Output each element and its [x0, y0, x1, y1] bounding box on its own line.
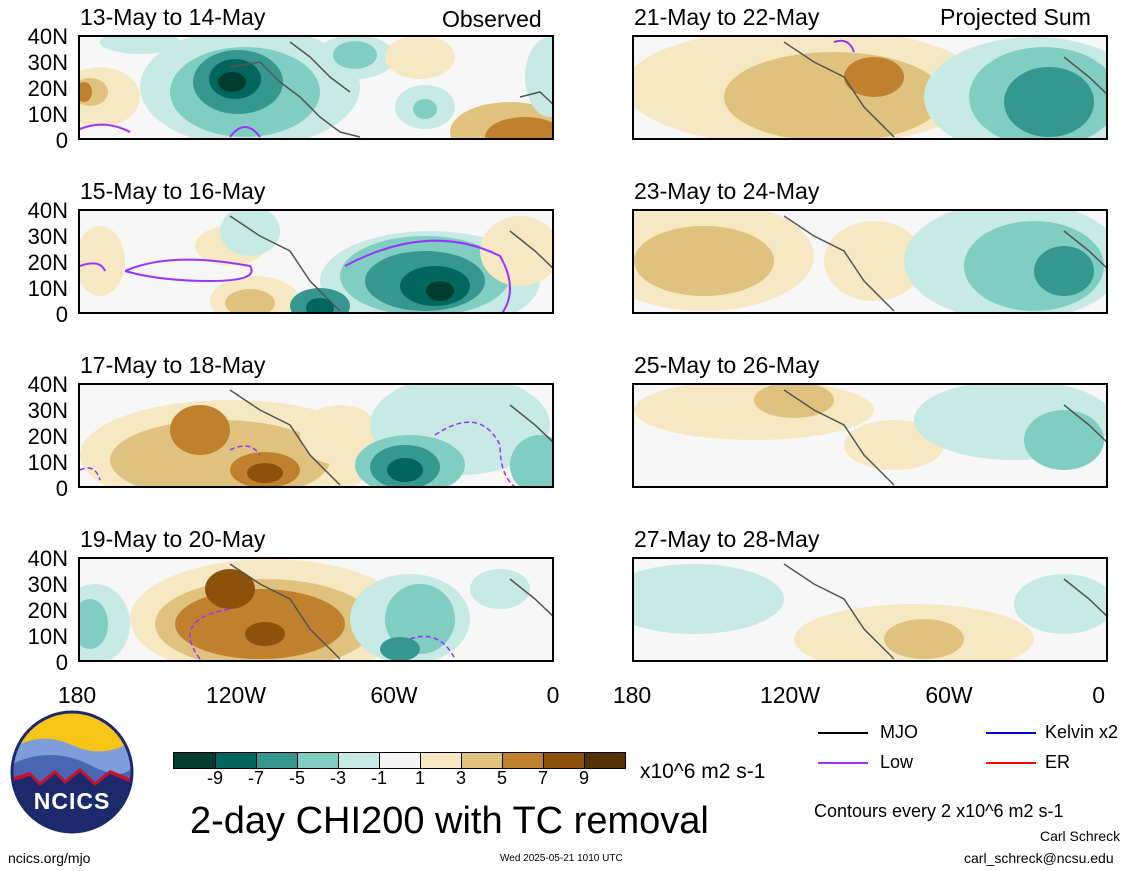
- panel-title: 25-May to 26-May: [634, 352, 820, 378]
- panel-title: 23-May to 24-May: [634, 178, 820, 204]
- map-panel-1: [78, 35, 554, 140]
- panel-corner-label: Projected Sum: [940, 4, 1091, 30]
- lat-tick: 40N: [27, 24, 68, 49]
- lat-tick: 10N: [27, 624, 68, 649]
- ncics-logo: NCICS: [10, 710, 134, 834]
- panel-title: 27-May to 28-May: [634, 526, 820, 552]
- colorbar-label: 5: [496, 768, 507, 788]
- lat-tick: 0: [55, 650, 68, 675]
- lat-tick: 10N: [27, 102, 68, 127]
- panel-title: 15-May to 16-May: [80, 178, 266, 204]
- colorbar-swatch: [584, 752, 626, 769]
- lat-tick: 20N: [27, 424, 68, 449]
- panel-corner-label: Observed: [442, 6, 542, 32]
- lat-tick: 0: [55, 128, 68, 153]
- map-panel-7: [632, 383, 1108, 488]
- lon-tick: 120W: [205, 682, 267, 708]
- colorbar-label: -5: [288, 768, 305, 788]
- map-panel-3: [78, 383, 554, 488]
- lon-tick: 180: [57, 682, 97, 708]
- colorbar-label: 3: [455, 768, 466, 788]
- lon-tick: 180: [612, 682, 652, 708]
- lon-tick: 60W: [370, 682, 418, 708]
- legend-line-mjo: [818, 732, 868, 734]
- lat-tick: 40N: [27, 198, 68, 223]
- colorbar-label: -9: [206, 768, 223, 788]
- lat-tick: 20N: [27, 76, 68, 101]
- colorbar-swatch: [173, 752, 216, 769]
- colorbar-label: 1: [414, 768, 425, 788]
- colorbar-swatch: [420, 752, 462, 769]
- colorbar-swatch: [215, 752, 257, 769]
- panel-title: 13-May to 14-May: [80, 4, 266, 30]
- lat-tick: 20N: [27, 250, 68, 275]
- colorbar-swatch: [502, 752, 544, 769]
- lat-tick: 30N: [27, 572, 68, 597]
- lat-tick: 20N: [27, 598, 68, 623]
- map-panel-6: [632, 209, 1108, 314]
- legend-label-low: Low: [880, 752, 914, 772]
- panel-title: 21-May to 22-May: [634, 4, 820, 30]
- footer-author: Carl Schreck: [1040, 828, 1121, 844]
- logo-text: NCICS: [33, 788, 111, 814]
- colorbar-label: 9: [578, 768, 589, 788]
- colorbar-swatch: [297, 752, 339, 769]
- legend-label-kelvin: Kelvin x2: [1045, 722, 1119, 742]
- panel-title: 17-May to 18-May: [80, 352, 266, 378]
- colorbar-swatch: [461, 752, 503, 769]
- footer-url: ncics.org/mjo: [8, 850, 91, 866]
- main-title: 2-day CHI200 with TC removal: [190, 800, 709, 842]
- lat-tick: 10N: [27, 450, 68, 475]
- legend-line-low: [818, 762, 868, 764]
- lat-tick: 30N: [27, 398, 68, 423]
- legend-line-kelvin: [986, 732, 1036, 734]
- contours-note: Contours every 2 x10^6 m2 s-1: [814, 801, 1064, 821]
- footer-email: carl_schreck@ncsu.edu: [964, 850, 1114, 866]
- map-panel-2: [78, 209, 554, 314]
- lat-tick: 0: [55, 302, 68, 327]
- colorbar-swatch: [338, 752, 380, 769]
- lon-tick: 0: [1092, 682, 1105, 708]
- colorbar-swatch: [379, 752, 421, 769]
- map-panel-5: [632, 35, 1108, 140]
- colorbar-swatch: [543, 752, 585, 769]
- map-panel-8: [632, 557, 1108, 662]
- legend-line-er: [986, 762, 1036, 764]
- panel-title: 19-May to 20-May: [80, 526, 266, 552]
- colorbar-label: 7: [537, 768, 548, 788]
- colorbar-label: -3: [329, 768, 346, 788]
- lon-tick: 120W: [759, 682, 821, 708]
- footer-timestamp: Wed 2025-05-21 1010 UTC: [500, 853, 623, 864]
- colorbar-label: -1: [370, 768, 387, 788]
- map-panel-4: [78, 557, 554, 662]
- lat-tick: 30N: [27, 50, 68, 75]
- lat-tick: 40N: [27, 546, 68, 571]
- lat-tick: 0: [55, 476, 68, 501]
- legend-label-mjo: MJO: [880, 722, 918, 742]
- lat-tick: 10N: [27, 276, 68, 301]
- colorbar-units: x10^6 m2 s-1: [640, 760, 766, 783]
- lat-tick: 40N: [27, 372, 68, 397]
- lat-tick: 30N: [27, 224, 68, 249]
- lon-tick: 60W: [925, 682, 973, 708]
- lon-tick: 0: [546, 682, 560, 708]
- colorbar-swatch: [256, 752, 298, 769]
- legend-label-er: ER: [1045, 752, 1071, 772]
- colorbar-label: -7: [247, 768, 264, 788]
